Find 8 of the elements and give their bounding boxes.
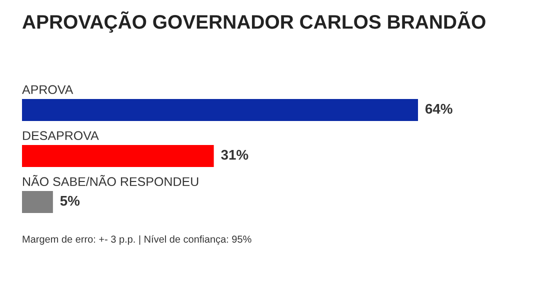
chart-title: APROVAÇÃO GOVERNADOR CARLOS BRANDÃO xyxy=(22,11,486,33)
text: Margem de erro: +- 3 p.p. | Nível de confiança: 95% xyxy=(22,235,252,245)
y-tick-label: APROVA xyxy=(22,85,74,94)
y-tick-label: DESAPROVA xyxy=(23,131,99,140)
data-label: 5% xyxy=(60,196,80,206)
data-label: 31% xyxy=(221,150,248,160)
y-tick-label: NÃO SABE/NÃO RESPONDEU xyxy=(23,174,198,186)
data-label: 64% xyxy=(425,104,452,114)
